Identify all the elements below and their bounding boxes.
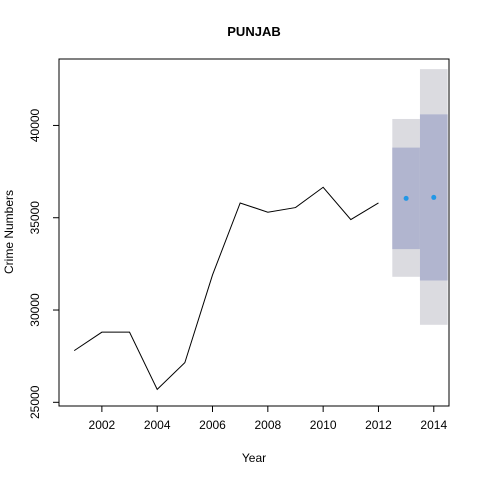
x-tick-label-2006: 2006 bbox=[199, 418, 226, 432]
x-axis-label: Year bbox=[242, 451, 266, 465]
y-axis: 25000 30000 35000 40000 bbox=[28, 108, 59, 419]
forecast-intervals bbox=[392, 69, 448, 325]
forecast-point-2014 bbox=[431, 194, 437, 200]
chart-title: PUNJAB bbox=[227, 24, 280, 39]
x-tick-label-2004: 2004 bbox=[144, 418, 171, 432]
y-axis-label: Crime Numbers bbox=[2, 190, 16, 274]
y-tick-label-25000: 25000 bbox=[28, 385, 42, 419]
x-tick-label-2010: 2010 bbox=[310, 418, 337, 432]
plot-frame bbox=[58, 58, 450, 407]
x-tick-label-2002: 2002 bbox=[89, 418, 116, 432]
forecast-points bbox=[403, 194, 437, 201]
x-tick-label-2014: 2014 bbox=[420, 418, 447, 432]
y-tick-label-40000: 40000 bbox=[28, 108, 42, 142]
x-tick-label-2008: 2008 bbox=[254, 418, 281, 432]
x-tick-label-2012: 2012 bbox=[365, 418, 392, 432]
series-line bbox=[73, 186, 379, 391]
x-axis: 2002 2004 2006 2008 2010 2012 2014 bbox=[89, 406, 447, 432]
observed-series bbox=[73, 186, 379, 391]
y-tick-label-35000: 35000 bbox=[28, 201, 42, 235]
y-tick-label-30000: 30000 bbox=[28, 293, 42, 327]
forecast-point-2013 bbox=[403, 195, 409, 201]
